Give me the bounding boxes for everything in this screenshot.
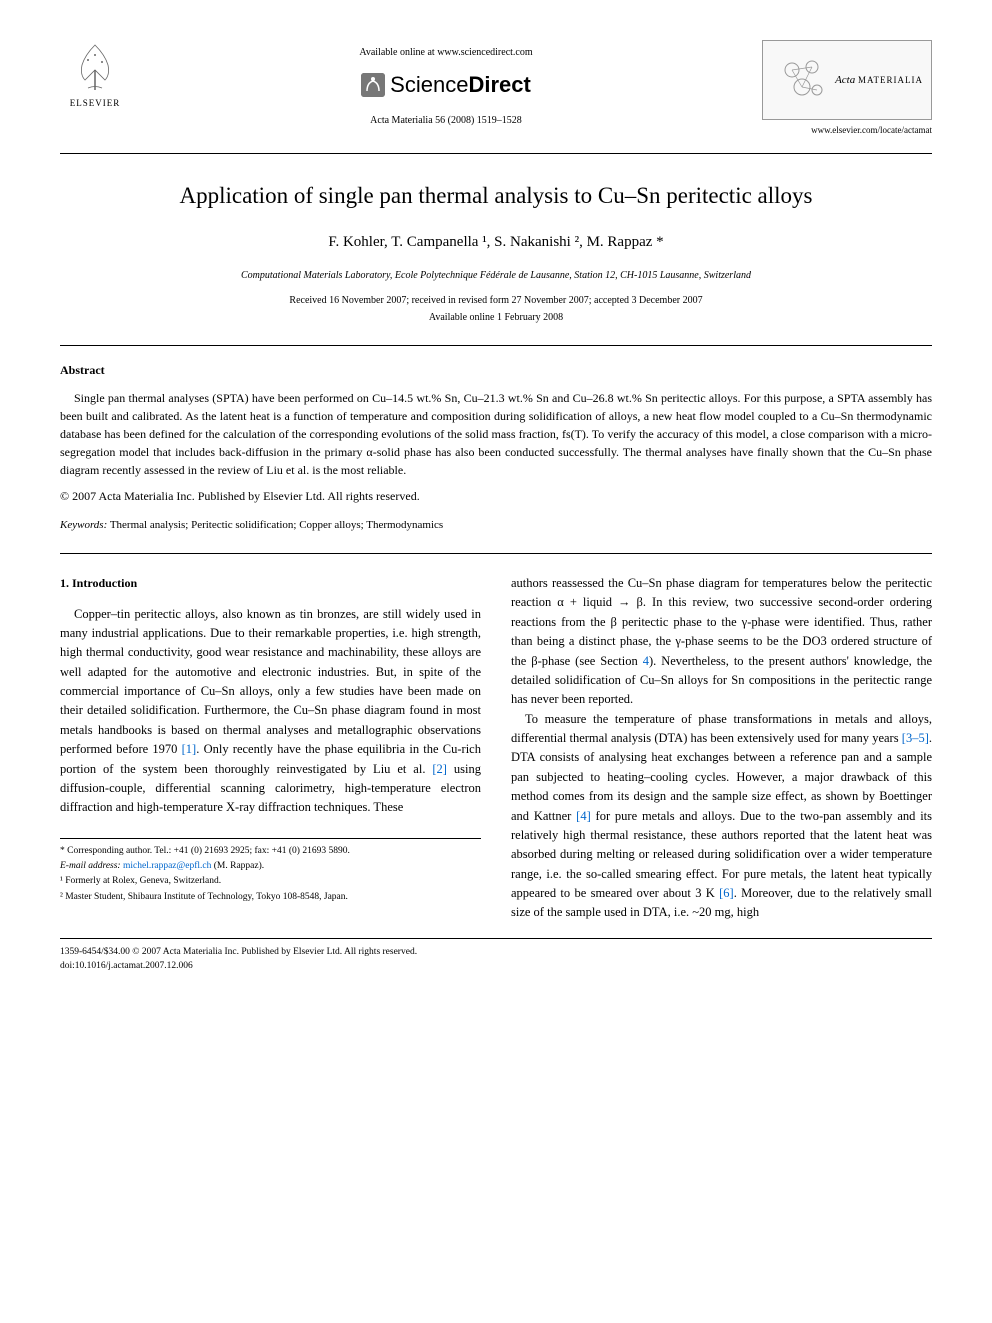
elsevier-tree-icon: [70, 40, 120, 95]
ref-link-2[interactable]: [2]: [432, 762, 447, 776]
journal-name: Acta MATERIALIA: [835, 72, 923, 89]
abstract-bottom-divider: [60, 553, 932, 554]
affiliation: Computational Materials Laboratory, Ecol…: [60, 268, 932, 283]
available-online-text: Available online at www.sciencedirect.co…: [130, 45, 762, 60]
acta-graphic-icon: [777, 55, 827, 105]
left-column: 1. Introduction Copper–tin peritectic al…: [60, 574, 481, 923]
journal-url: www.elsevier.com/locate/actamat: [762, 124, 932, 138]
article-title: Application of single pan thermal analys…: [60, 179, 932, 214]
email-line: E-mail address: michel.rappaz@epfl.ch (M…: [60, 860, 481, 873]
sciencedirect-text: ScienceDirect: [390, 68, 531, 101]
email-link[interactable]: michel.rappaz@epfl.ch: [123, 861, 211, 871]
issn-copyright: 1359-6454/$34.00 © 2007 Acta Materialia …: [60, 945, 932, 959]
header-divider: [60, 153, 932, 154]
journal-logo-block: Acta MATERIALIA www.elsevier.com/locate/…: [762, 40, 932, 138]
abstract-copyright: © 2007 Acta Materialia Inc. Published by…: [60, 487, 932, 505]
intro-para-1: Copper–tin peritectic alloys, also known…: [60, 605, 481, 818]
intro-para-1-cont: authors reassessed the Cu–Sn phase diagr…: [511, 574, 932, 710]
keywords: Keywords: Thermal analysis; Peritectic s…: [60, 517, 932, 534]
keywords-text: Thermal analysis; Peritectic solidificat…: [107, 519, 443, 531]
ref-link-6[interactable]: [6]: [719, 886, 734, 900]
footnotes-block: * Corresponding author. Tel.: +41 (0) 21…: [60, 838, 481, 904]
right-column: authors reassessed the Cu–Sn phase diagr…: [511, 574, 932, 923]
corresponding-author: * Corresponding author. Tel.: +41 (0) 21…: [60, 845, 481, 858]
doi: doi:10.1016/j.actamat.2007.12.006: [60, 959, 932, 973]
ref-link-1[interactable]: [1]: [182, 742, 197, 756]
abstract-heading: Abstract: [60, 361, 932, 379]
intro-heading: 1. Introduction: [60, 574, 481, 593]
header-row: ELSEVIER Available online at www.science…: [60, 40, 932, 138]
bottom-info: 1359-6454/$34.00 © 2007 Acta Materialia …: [60, 938, 932, 974]
abstract-top-divider: [60, 345, 932, 346]
abstract-text: Single pan thermal analyses (SPTA) have …: [60, 389, 932, 479]
ref-link-4[interactable]: [4]: [576, 809, 591, 823]
footnote-1: ¹ Formerly at Rolex, Geneva, Switzerland…: [60, 875, 481, 888]
body-columns: 1. Introduction Copper–tin peritectic al…: [60, 574, 932, 923]
footnote-2: ² Master Student, Shibaura Institute of …: [60, 891, 481, 904]
sciencedirect-logo: ScienceDirect: [130, 68, 762, 101]
intro-para-2: To measure the temperature of phase tran…: [511, 710, 932, 923]
journal-citation: Acta Materialia 56 (2008) 1519–1528: [130, 113, 762, 128]
center-header: Available online at www.sciencedirect.co…: [130, 40, 762, 128]
authors: F. Kohler, T. Campanella ¹, S. Nakanishi…: [60, 231, 932, 254]
received-dates: Received 16 November 2007; received in r…: [60, 293, 932, 308]
sciencedirect-icon: [361, 73, 385, 97]
journal-logo-box: Acta MATERIALIA: [762, 40, 932, 120]
ref-link-3-5[interactable]: [3–5]: [902, 731, 929, 745]
elsevier-label: ELSEVIER: [70, 97, 121, 111]
available-date: Available online 1 February 2008: [60, 310, 932, 325]
keywords-label: Keywords:: [60, 519, 107, 531]
elsevier-logo: ELSEVIER: [60, 40, 130, 120]
